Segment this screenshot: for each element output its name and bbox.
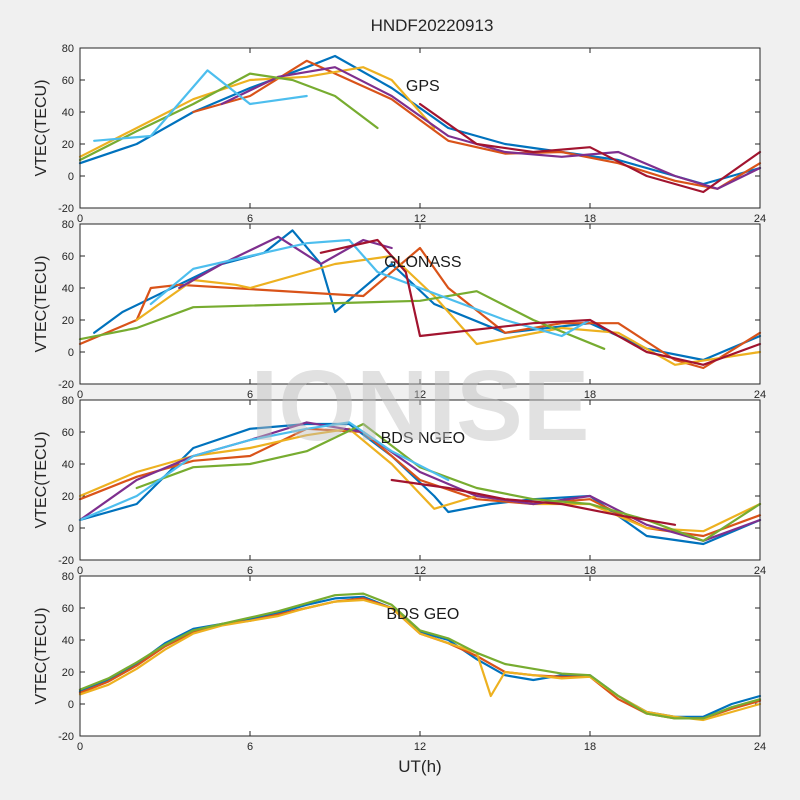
y-tick-label: 40	[62, 459, 74, 471]
y-tick-label: 60	[62, 251, 74, 263]
x-tick-label: 0	[77, 741, 83, 753]
y-tick-label: 60	[62, 427, 74, 439]
series-line-6	[78, 421, 450, 522]
x-tick-label: 24	[754, 565, 766, 577]
x-tick-label: 18	[584, 741, 596, 753]
y-tick-label: 40	[62, 283, 74, 295]
y-tick-label: 40	[62, 635, 74, 647]
series-line-5	[78, 72, 379, 162]
x-tick-label: 12	[414, 565, 426, 577]
x-tick-label: 12	[414, 741, 426, 753]
y-tick-label: 20	[62, 139, 74, 151]
y-axis-label: VTEC(TECU)	[33, 256, 50, 353]
y-tick-label: 0	[68, 699, 74, 711]
axes-frame	[79, 575, 761, 737]
watermark: IONISE	[251, 350, 590, 462]
panel-annotation: GPS	[406, 78, 440, 95]
x-axis-label: UT(h)	[398, 757, 441, 776]
series-line-2	[78, 246, 762, 370]
y-tick-label: 0	[68, 347, 74, 359]
panel-annotation: BDS NGEO	[381, 430, 465, 447]
panel-annotation: BDS GEO	[386, 606, 459, 623]
figure-title: HNDF20220913	[371, 16, 494, 35]
y-axis-label: VTEC(TECU)	[33, 608, 50, 705]
series-line-7	[390, 478, 677, 526]
y-tick-label: 20	[62, 315, 74, 327]
y-tick-label: 20	[62, 667, 74, 679]
x-tick-label: 0	[77, 213, 83, 225]
x-tick-label: 12	[414, 213, 426, 225]
x-tick-label: 18	[584, 389, 596, 401]
x-tick-label: 6	[247, 389, 253, 401]
x-tick-label: 6	[247, 565, 253, 577]
series-line-7	[319, 238, 762, 366]
series-line-5	[135, 422, 762, 542]
x-tick-label: 24	[754, 741, 766, 753]
axes-frame	[79, 399, 761, 561]
series-line-1	[78, 422, 762, 546]
y-tick-label: 80	[62, 571, 74, 583]
plot-area	[80, 48, 760, 208]
y-tick-label: 40	[62, 107, 74, 119]
axes-frame	[79, 47, 761, 209]
x-tick-label: 0	[77, 565, 83, 577]
series-line-7	[418, 102, 762, 194]
axes-frame	[79, 223, 761, 385]
series-line-3	[78, 427, 762, 533]
series-line-6	[149, 238, 592, 338]
y-tick-label: -20	[58, 731, 74, 743]
x-tick-label: 24	[754, 389, 766, 401]
series-line-6	[93, 69, 308, 142]
x-tick-label: 24	[754, 213, 766, 225]
y-tick-label: -20	[58, 203, 74, 215]
x-tick-label: 18	[584, 565, 596, 577]
panel-annotation: GLONASS	[384, 254, 461, 271]
x-tick-label: 18	[584, 213, 596, 225]
x-tick-label: 6	[247, 741, 253, 753]
y-tick-label: 20	[62, 491, 74, 503]
series-line-4	[78, 592, 762, 720]
series-line-2	[192, 59, 762, 190]
x-tick-label: 0	[77, 389, 83, 401]
y-tick-label: 60	[62, 75, 74, 87]
y-tick-label: 0	[68, 523, 74, 535]
series-line-4	[220, 66, 762, 190]
x-tick-label: 12	[414, 389, 426, 401]
plot-area	[80, 576, 760, 736]
y-tick-label: -20	[58, 379, 74, 391]
plot-area	[80, 224, 760, 384]
y-axis-label: VTEC(TECU)	[33, 432, 50, 529]
y-tick-label: 60	[62, 603, 74, 615]
y-tick-label: 80	[62, 219, 74, 231]
y-tick-label: 80	[62, 43, 74, 55]
series-line-3	[135, 254, 762, 366]
y-tick-label: 80	[62, 395, 74, 407]
y-tick-label: -20	[58, 555, 74, 567]
series-line-1	[78, 54, 762, 186]
series-line-3	[78, 598, 762, 722]
y-axis-label: VTEC(TECU)	[33, 80, 50, 177]
y-tick-label: 0	[68, 171, 74, 183]
x-tick-label: 6	[247, 213, 253, 225]
series-line-5	[78, 290, 606, 350]
